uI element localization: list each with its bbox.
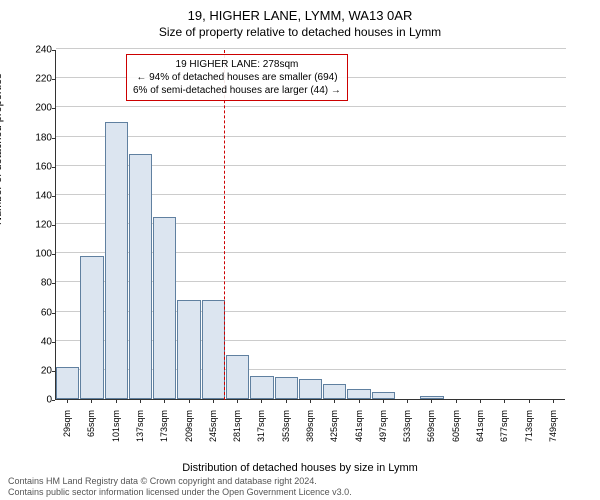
ytick-label: 0 (4, 395, 52, 406)
ytick-label: 80 (4, 278, 52, 289)
xtick-label: 533sqm (402, 410, 412, 460)
annotation-box: 19 HIGHER LANE: 278sqm ← 94% of detached… (126, 54, 348, 101)
ytick-label: 240 (4, 45, 52, 56)
y-axis-label: Number of detached properties (0, 73, 4, 225)
footer-attribution: Contains HM Land Registry data © Crown c… (8, 476, 352, 498)
ytick-label: 20 (4, 365, 52, 376)
xtick-label: 425sqm (329, 410, 339, 460)
histogram-bar (420, 396, 443, 399)
histogram-bar (226, 355, 249, 399)
xtick-label: 137sqm (135, 410, 145, 460)
histogram-bar (80, 256, 103, 399)
xtick-label: 389sqm (305, 410, 315, 460)
ytick-label: 180 (4, 132, 52, 143)
histogram-bar (177, 300, 200, 399)
histogram-bar (250, 376, 273, 399)
xtick-label: 569sqm (426, 410, 436, 460)
ytick-label: 200 (4, 103, 52, 114)
ytick-label: 60 (4, 307, 52, 318)
histogram-bar (299, 379, 322, 399)
histogram-bar (153, 217, 176, 399)
histogram-bar (56, 367, 79, 399)
title-main: 19, HIGHER LANE, LYMM, WA13 0AR (0, 0, 600, 23)
xtick-label: 677sqm (499, 410, 509, 460)
histogram-bar (372, 392, 395, 399)
xtick-label: 641sqm (475, 410, 485, 460)
xtick-label: 281sqm (232, 410, 242, 460)
xtick-label: 353sqm (281, 410, 291, 460)
xtick-label: 605sqm (451, 410, 461, 460)
histogram-bar (202, 300, 225, 399)
annotation-line1: 19 HIGHER LANE: 278sqm (133, 58, 341, 71)
chart-container: 19, HIGHER LANE, LYMM, WA13 0AR Size of … (0, 0, 600, 500)
histogram-bar (275, 377, 298, 399)
ytick-label: 160 (4, 161, 52, 172)
histogram-bar (105, 122, 128, 399)
footer-line2: Contains public sector information licen… (8, 487, 352, 498)
ytick-label: 140 (4, 190, 52, 201)
footer-line1: Contains HM Land Registry data © Crown c… (8, 476, 352, 487)
plot-area: 19 HIGHER LANE: 278sqm ← 94% of detached… (55, 50, 565, 400)
xtick-label: 713sqm (524, 410, 534, 460)
xtick-label: 65sqm (86, 410, 96, 460)
histogram-bar (129, 154, 152, 399)
ytick-label: 220 (4, 74, 52, 85)
x-axis-label: Distribution of detached houses by size … (0, 462, 600, 474)
xtick-label: 209sqm (184, 410, 194, 460)
ytick-label: 100 (4, 249, 52, 260)
ytick-label: 120 (4, 220, 52, 231)
xtick-label: 173sqm (159, 410, 169, 460)
histogram-bar (323, 384, 346, 399)
annotation-line2: ← 94% of detached houses are smaller (69… (133, 71, 341, 84)
ytick-label: 40 (4, 336, 52, 347)
xtick-label: 497sqm (378, 410, 388, 460)
xtick-label: 29sqm (62, 410, 72, 460)
xtick-label: 461sqm (354, 410, 364, 460)
histogram-bar (347, 389, 370, 399)
marker-line (224, 50, 225, 400)
annotation-line3: 6% of semi-detached houses are larger (4… (133, 84, 341, 97)
xtick-label: 749sqm (548, 410, 558, 460)
title-sub: Size of property relative to detached ho… (0, 23, 600, 39)
xtick-label: 317sqm (256, 410, 266, 460)
xtick-label: 101sqm (111, 410, 121, 460)
xtick-label: 245sqm (208, 410, 218, 460)
